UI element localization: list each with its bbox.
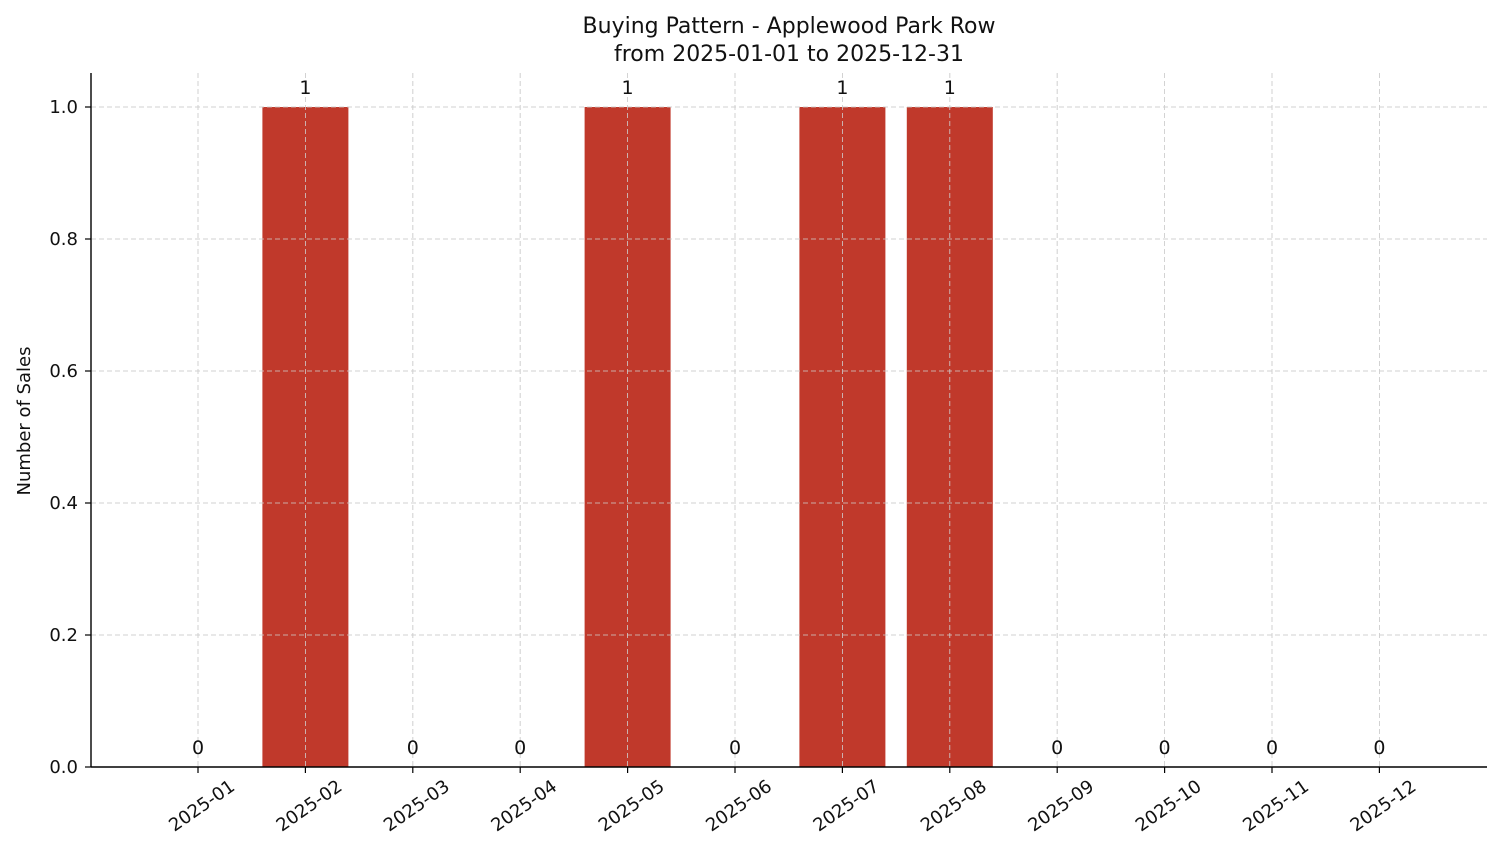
bar-data-label: 0 <box>1159 737 1171 759</box>
y-tick-label: 1.0 <box>49 97 78 118</box>
x-tick-label: 2025-03 <box>380 776 454 836</box>
y-tick-label: 0.4 <box>49 493 78 514</box>
y-tick-label: 0.0 <box>49 757 78 778</box>
x-tick-label: 2025-04 <box>487 776 561 836</box>
bar-data-label: 0 <box>407 737 419 759</box>
bar-data-label: 0 <box>1051 737 1063 759</box>
data-labels: 0 1 0 0 1 0 1 1 0 0 0 0 <box>192 77 1385 759</box>
bar-data-label: 0 <box>1266 737 1278 759</box>
bar-data-label: 1 <box>836 77 848 99</box>
x-tick-label: 2025-10 <box>1132 776 1206 836</box>
x-tick-label: 2025-06 <box>702 776 776 836</box>
x-tick-label: 2025-01 <box>165 776 239 836</box>
bar-data-label: 0 <box>514 737 526 759</box>
x-tick-label: 2025-11 <box>1239 776 1313 836</box>
bar-data-label: 0 <box>729 737 741 759</box>
x-tick-label: 2025-12 <box>1347 776 1421 836</box>
y-tick-label: 0.2 <box>49 625 78 646</box>
x-ticks: 2025-01 2025-02 2025-03 2025-04 2025-05 2025-… <box>165 767 1420 836</box>
y-ticks: 0.0 0.2 0.4 0.6 0.8 1.0 <box>49 97 91 778</box>
bar-data-label: 0 <box>192 737 204 759</box>
y-tick-label: 0.6 <box>49 361 78 382</box>
x-tick-label: 2025-05 <box>595 776 669 836</box>
bar-data-label: 0 <box>1373 737 1385 759</box>
x-tick-label: 2025-02 <box>273 776 347 836</box>
bars <box>91 73 1487 768</box>
bar-data-label: 1 <box>299 77 311 99</box>
chart-title: Buying Pattern - Applewood Park Row <box>583 14 996 39</box>
x-tick-label: 2025-08 <box>917 776 991 836</box>
x-tick-label: 2025-09 <box>1024 776 1098 836</box>
chart-subtitle: from 2025-01-01 to 2025-12-31 <box>614 42 964 67</box>
x-tick-label: 2025-07 <box>810 776 884 836</box>
bar-data-label: 1 <box>622 77 634 99</box>
bar-data-label: 1 <box>944 77 956 99</box>
y-tick-label: 0.8 <box>49 229 78 250</box>
y-axis-label: Number of Sales <box>14 346 35 495</box>
axes <box>90 73 1487 768</box>
